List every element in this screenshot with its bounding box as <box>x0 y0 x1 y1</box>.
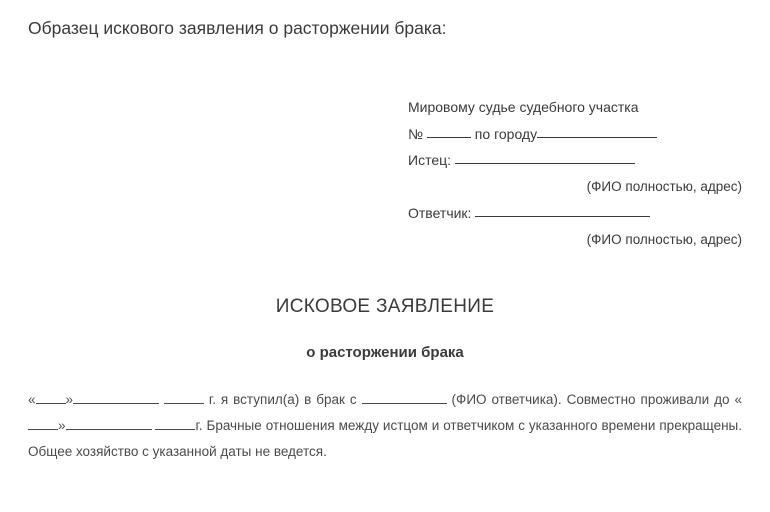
city-label: по городу <box>471 126 537 142</box>
page-heading: Образец искового заявления о расторжении… <box>28 18 742 39</box>
plaintiff-label: Истец: <box>408 152 455 168</box>
court-line: Мировому судье судебного участка <box>408 97 742 119</box>
plaintiff-line: Истец: <box>408 150 742 172</box>
addressee-block: Мировому судье судебного участка № по го… <box>408 97 742 251</box>
f5: » <box>58 418 66 433</box>
day2-blank <box>28 429 58 430</box>
defendant-label: Ответчик: <box>408 205 475 221</box>
num-label: № <box>408 126 427 142</box>
city-blank <box>537 137 657 138</box>
defendant-blank <box>475 216 650 217</box>
year2-blank <box>155 429 195 430</box>
year-blank <box>164 403 204 404</box>
document-title: ИСКОВОЕ ЗАЯВЛЕНИЕ <box>28 296 742 318</box>
month2-blank <box>66 429 152 430</box>
plaintiff-hint: (ФИО полностью, адрес) <box>408 177 742 198</box>
court-number-line: № по городу <box>408 124 742 146</box>
f1: « <box>28 392 36 407</box>
defendant-hint: (ФИО полностью, адрес) <box>408 230 742 251</box>
fio-blank <box>362 403 447 404</box>
plaintiff-blank <box>455 163 635 164</box>
body-paragraph: « » г. я вступил(а) в брак с (ФИО ответчи… <box>28 387 742 466</box>
f4: (ФИО ответчика). Совместно проживали до … <box>447 392 742 407</box>
num-blank <box>427 137 471 138</box>
defendant-line: Ответчик: <box>408 203 742 225</box>
document-subtitle: о расторжении брака <box>28 344 742 361</box>
f2: » <box>66 392 74 407</box>
month-blank <box>73 403 159 404</box>
day-blank <box>36 403 66 404</box>
f6: г. Брачные отношения между истцом и отве… <box>28 418 742 459</box>
f3: г. я вступил(а) в брак с <box>204 392 362 407</box>
